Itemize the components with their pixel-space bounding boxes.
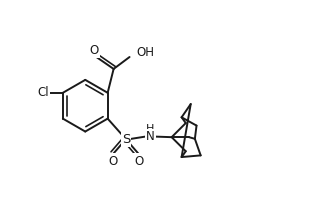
Text: O: O [135,155,144,168]
Text: Cl: Cl [37,86,49,99]
Text: O: O [90,44,99,57]
Text: OH: OH [137,46,155,59]
Text: H: H [146,124,154,134]
Text: N: N [146,130,155,143]
Text: S: S [122,133,130,146]
Text: O: O [108,155,117,168]
